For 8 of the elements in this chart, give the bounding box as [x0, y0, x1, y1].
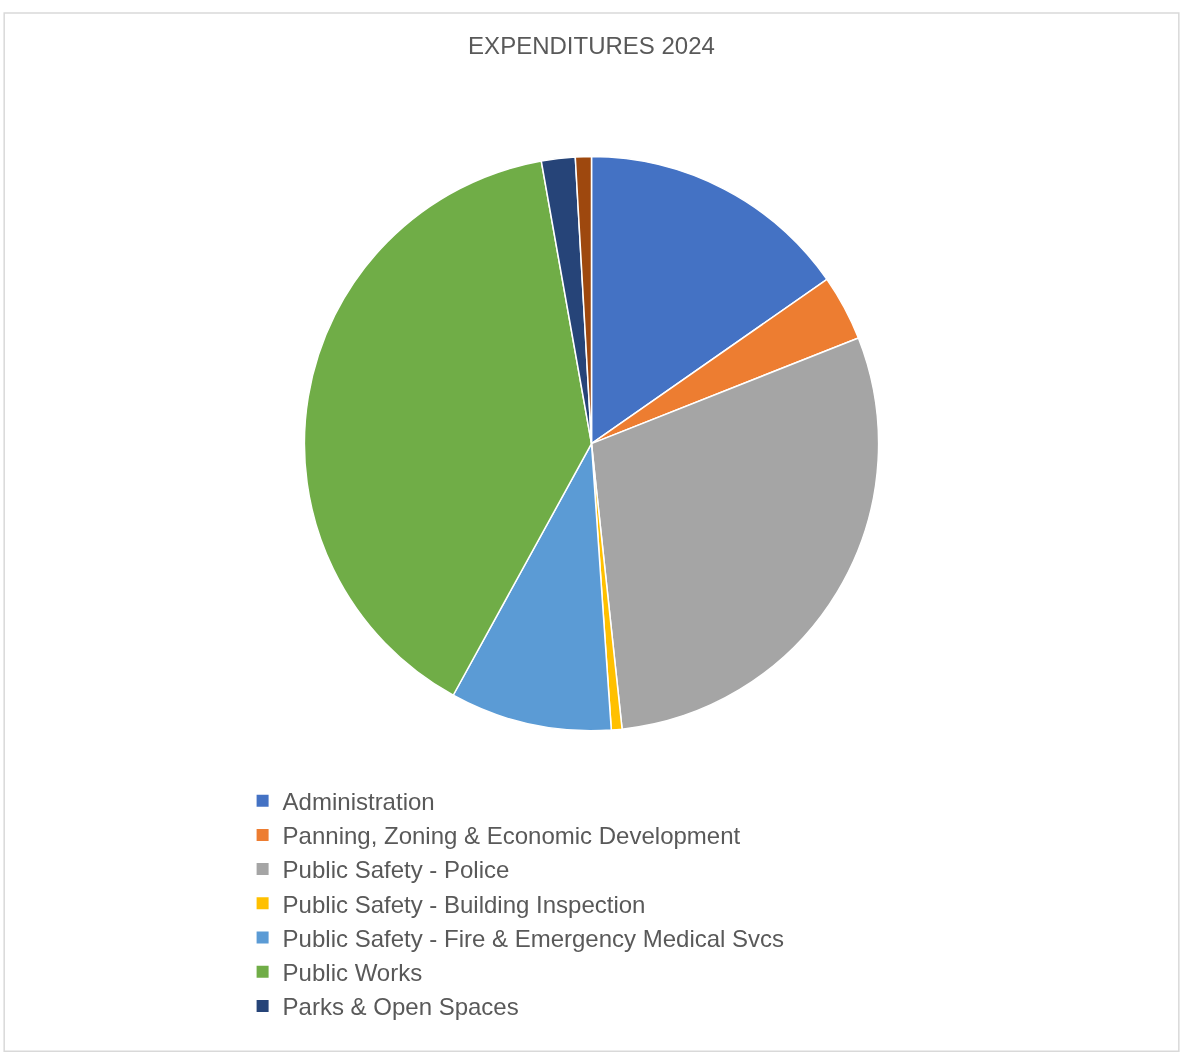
- chart-title: EXPENDITURES 2024: [468, 31, 715, 59]
- legend-label: Public Works: [282, 959, 423, 987]
- legend-label: Panning, Zoning & Economic Development: [282, 822, 741, 850]
- legend-label: Public Safety - Building Inspection: [282, 890, 646, 918]
- legend-label: Public Safety - Police: [282, 856, 510, 884]
- legend-label: Parks & Open Spaces: [282, 993, 519, 1021]
- legend-label: Administration: [282, 788, 435, 816]
- legend-label: Public Safety - Fire & Emergency Medical Svcs: [282, 924, 785, 952]
